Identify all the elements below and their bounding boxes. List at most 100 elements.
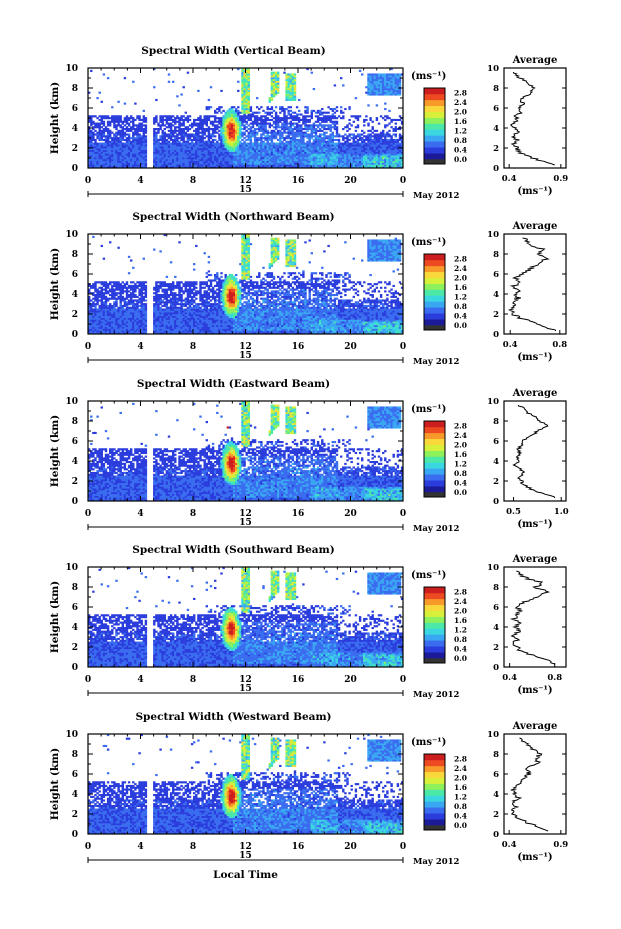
y-tick-label: 10	[65, 64, 78, 74]
colorbar-tick-label: 2.8	[454, 89, 467, 98]
x-tick-label: 20	[344, 509, 357, 519]
heatmap-northward	[88, 234, 403, 334]
y-tick-label: 8	[72, 84, 78, 94]
average-y-tick-label: 2	[493, 310, 499, 320]
y-tick-label: 6	[72, 770, 78, 780]
average-profile-line	[512, 571, 555, 664]
colorbar-segment	[424, 427, 445, 433]
colorbar: 0.00.40.81.21.62.02.42.8	[424, 754, 467, 830]
colorbar-underflow	[424, 159, 445, 164]
colorbar-segment	[424, 319, 445, 325]
date-label: 15	[239, 684, 252, 694]
average-profile-line	[511, 72, 555, 165]
colorbar-tick-label: 0.0	[454, 155, 467, 164]
colorbar-segment	[424, 766, 445, 772]
average-y-tick-label: 8	[493, 250, 499, 260]
average-y-tick-label: 2	[493, 477, 499, 487]
y-axis-label: Height (km)	[49, 748, 61, 820]
x-tick-label: 0	[85, 675, 91, 685]
colorbar-segment	[424, 760, 445, 766]
colorbar-tick-label: 2.4	[454, 764, 467, 773]
colorbar-tick-label: 2.4	[454, 98, 467, 107]
month-label: May 2012	[413, 357, 460, 367]
average-title: Average	[512, 55, 558, 66]
colorbar-underflow	[424, 325, 445, 330]
average-y-tick-label: 4	[493, 790, 499, 800]
colorbar-tick-label: 0.4	[454, 812, 467, 821]
average-x-tick-label: 0.9	[553, 174, 568, 184]
colorbar-segment	[424, 819, 445, 825]
y-tick-label: 2	[72, 810, 78, 820]
x-tick-label: 4	[137, 842, 143, 852]
date-label: 15	[239, 518, 252, 528]
y-tick-label: 6	[72, 437, 78, 447]
average-y-tick-label: 2	[493, 643, 499, 653]
average-y-tick-label: 10	[487, 563, 499, 573]
colorbar-tick-label: 0.8	[454, 469, 467, 478]
average-x-tick-label: 0.4	[503, 340, 518, 350]
date-label: 15	[239, 185, 252, 195]
x-tick-label: 0	[85, 842, 91, 852]
average-y-tick-label: 6	[493, 770, 499, 780]
colorbar-segment	[424, 801, 445, 807]
average-y-tick-label: 0	[493, 330, 499, 340]
average-x-axis-label: (ms⁻¹)	[517, 519, 552, 530]
average-x-tick-label: 0.8	[552, 340, 567, 350]
colorbar-underflow	[424, 658, 445, 663]
colorbar-unit: (ms⁻¹)	[411, 570, 446, 581]
x-tick-label: 16	[292, 675, 305, 685]
colorbar-segment	[424, 795, 445, 801]
heatmap-westward	[88, 734, 403, 834]
x-tick-label: 0	[400, 509, 406, 519]
x-tick-label: 0	[400, 842, 406, 852]
average-y-tick-label: 0	[493, 497, 499, 507]
average-title: Average	[512, 554, 558, 565]
colorbar-tick-label: 2.8	[454, 255, 467, 264]
heatmap-southward	[88, 567, 403, 667]
x-tick-label: 0	[85, 342, 91, 352]
y-tick-label: 2	[72, 310, 78, 320]
colorbar-tick-label: 0.4	[454, 146, 467, 155]
colorbar-segment	[424, 284, 445, 290]
colorbar-tick-label: 1.2	[454, 626, 467, 635]
colorbar-segment	[424, 587, 445, 593]
x-tick-label: 8	[190, 509, 196, 519]
colorbar-segment	[424, 778, 445, 784]
colorbar-tick-label: 0.0	[454, 488, 467, 497]
colorbar-segment	[424, 634, 445, 640]
average-x-tick-label: 0.4	[502, 840, 517, 850]
average-x-tick-label: 0.8	[547, 673, 562, 683]
colorbar-segment	[424, 628, 445, 634]
colorbar-segment	[424, 260, 445, 266]
colorbar-segment	[424, 153, 445, 159]
y-axis-label: Height (km)	[49, 581, 61, 653]
colorbar-segment	[424, 94, 445, 100]
y-tick-label: 0	[72, 497, 78, 507]
x-tick-label: 20	[344, 176, 357, 186]
average-y-tick-label: 8	[493, 417, 499, 427]
y-tick-label: 10	[65, 397, 78, 407]
colorbar-segment	[424, 640, 445, 646]
y-axis-label: Height (km)	[49, 248, 61, 320]
average-x-axis-label: (ms⁻¹)	[517, 186, 552, 197]
panel-vertical: Spectral Width (Vertical Beam)0246810Hei…	[49, 45, 568, 201]
x-tick-label: 8	[190, 675, 196, 685]
x-tick-label: 4	[137, 176, 143, 186]
colorbar-segment	[424, 290, 445, 296]
colorbar-segment	[424, 439, 445, 445]
y-tick-label: 2	[72, 643, 78, 653]
colorbar-unit: (ms⁻¹)	[411, 71, 446, 82]
colorbar-segment	[424, 623, 445, 629]
colorbar-segment	[424, 462, 445, 468]
x-tick-label: 4	[137, 675, 143, 685]
panel-southward: Spectral Width (Southward Beam)0246810He…	[49, 544, 566, 700]
colorbar-tick-label: 0.8	[454, 302, 467, 311]
colorbar: 0.00.40.81.21.62.02.42.8	[424, 421, 467, 497]
average-title: Average	[512, 388, 558, 399]
colorbar-tick-label: 1.2	[454, 127, 467, 136]
colorbar-tick-label: 2.0	[454, 441, 467, 450]
colorbar-segment	[424, 313, 445, 319]
y-tick-label: 8	[72, 250, 78, 260]
average-x-tick-label: 0.9	[553, 840, 568, 850]
